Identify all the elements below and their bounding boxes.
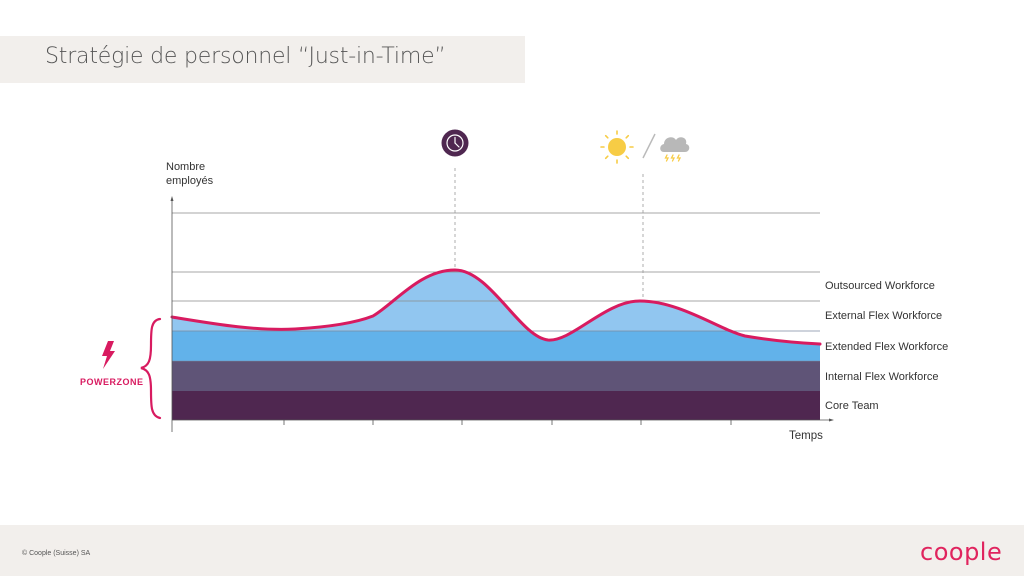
title-band: Stratégie de personnel “Just-in-Time”: [0, 36, 525, 83]
extended-flex-band: [172, 331, 820, 361]
y-axis-label: Nombre employés: [166, 161, 214, 187]
layer-label-core-team: Core Team: [825, 400, 879, 412]
layer-label-outsourced: Outsourced Workforce: [825, 280, 935, 292]
layer-label-external-flex: External Flex Workforce: [825, 310, 943, 322]
powerzone-brace: [140, 317, 162, 420]
coople-logo: coople: [920, 538, 1003, 566]
powerzone-label: POWERZONE: [80, 377, 144, 387]
y-axis-arrow: [170, 196, 174, 201]
weather-separator: [642, 133, 656, 159]
x-axis-label: Temps: [789, 430, 823, 442]
core-team-band: [172, 391, 820, 420]
page-title: Stratégie de personnel “Just-in-Time”: [45, 44, 446, 69]
x-axis-arrow: [829, 418, 834, 422]
demand-curve: [170, 268, 822, 346]
storm-cloud-icon: [660, 137, 690, 162]
clock-icon: [441, 129, 469, 157]
copyright-text: © Coople (Suisse) SA: [22, 550, 91, 557]
footer: © Coople (Suisse) SA coople: [0, 525, 1024, 576]
layer-label-internal-flex: Internal Flex Workforce: [825, 371, 939, 383]
internal-flex-band: [172, 361, 820, 391]
lightning-icon: [102, 341, 115, 369]
layer-label-extended-flex: Extended Flex Workforce: [825, 341, 949, 353]
sun-icon: [600, 130, 634, 164]
